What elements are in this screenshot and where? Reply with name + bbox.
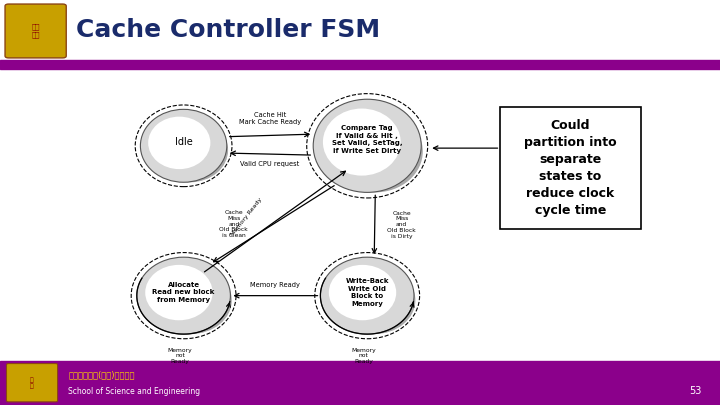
Text: Cache Controller FSM: Cache Controller FSM [76,18,379,42]
Ellipse shape [137,257,230,334]
FancyBboxPatch shape [6,364,58,402]
Ellipse shape [150,266,232,334]
Text: 53: 53 [690,386,702,396]
Bar [0,361,720,405]
Ellipse shape [313,99,421,192]
Ellipse shape [328,111,423,192]
Text: Memory
not
Ready: Memory not Ready [168,347,192,364]
FancyBboxPatch shape [500,107,641,229]
Text: Memory Ready: Memory Ready [230,197,264,237]
Text: Memory
not
Ready: Memory not Ready [351,347,376,364]
Text: Cache
Miss
and
Old Block
is Dirty: Cache Miss and Old Block is Dirty [387,211,416,239]
Text: School of Science and Engineering: School of Science and Engineering [68,386,201,396]
Text: Idle: Idle [175,137,192,147]
Ellipse shape [148,117,210,169]
Text: 中
大: 中 大 [30,377,34,389]
Ellipse shape [320,257,414,334]
Text: Compare Tag
If Valid && Hit ,
Set Valid, SetTag,
if Write Set Dirty: Compare Tag If Valid && Hit , Set Valid,… [332,126,402,154]
Text: 中大
校徽: 中大 校徽 [32,24,40,38]
Ellipse shape [152,118,228,182]
Ellipse shape [323,109,401,176]
Text: 香港中文大學(深圳)理工學院: 香港中文大學(深圳)理工學院 [68,371,135,380]
Bar [0,0,720,60]
Text: Valid CPU request: Valid CPU request [240,162,300,167]
Text: Allocate
Read new block
from Memory: Allocate Read new block from Memory [153,282,215,303]
Text: Write-Back
Write Old
Block to
Memory: Write-Back Write Old Block to Memory [346,278,389,307]
Text: Cache Hit
Mark Cache Ready: Cache Hit Mark Cache Ready [239,112,301,125]
Text: Memory Ready: Memory Ready [251,282,300,288]
Ellipse shape [140,109,227,182]
Text: Cache
Miss
and
Old Block
is Clean: Cache Miss and Old Block is Clean [220,210,248,238]
Bar [0,60,720,69]
Ellipse shape [329,265,396,320]
Text: Could
partition into
separate
states to
reduce clock
cycle time: Could partition into separate states to … [524,119,617,217]
Ellipse shape [145,265,212,320]
Ellipse shape [333,266,415,334]
FancyBboxPatch shape [5,4,66,58]
